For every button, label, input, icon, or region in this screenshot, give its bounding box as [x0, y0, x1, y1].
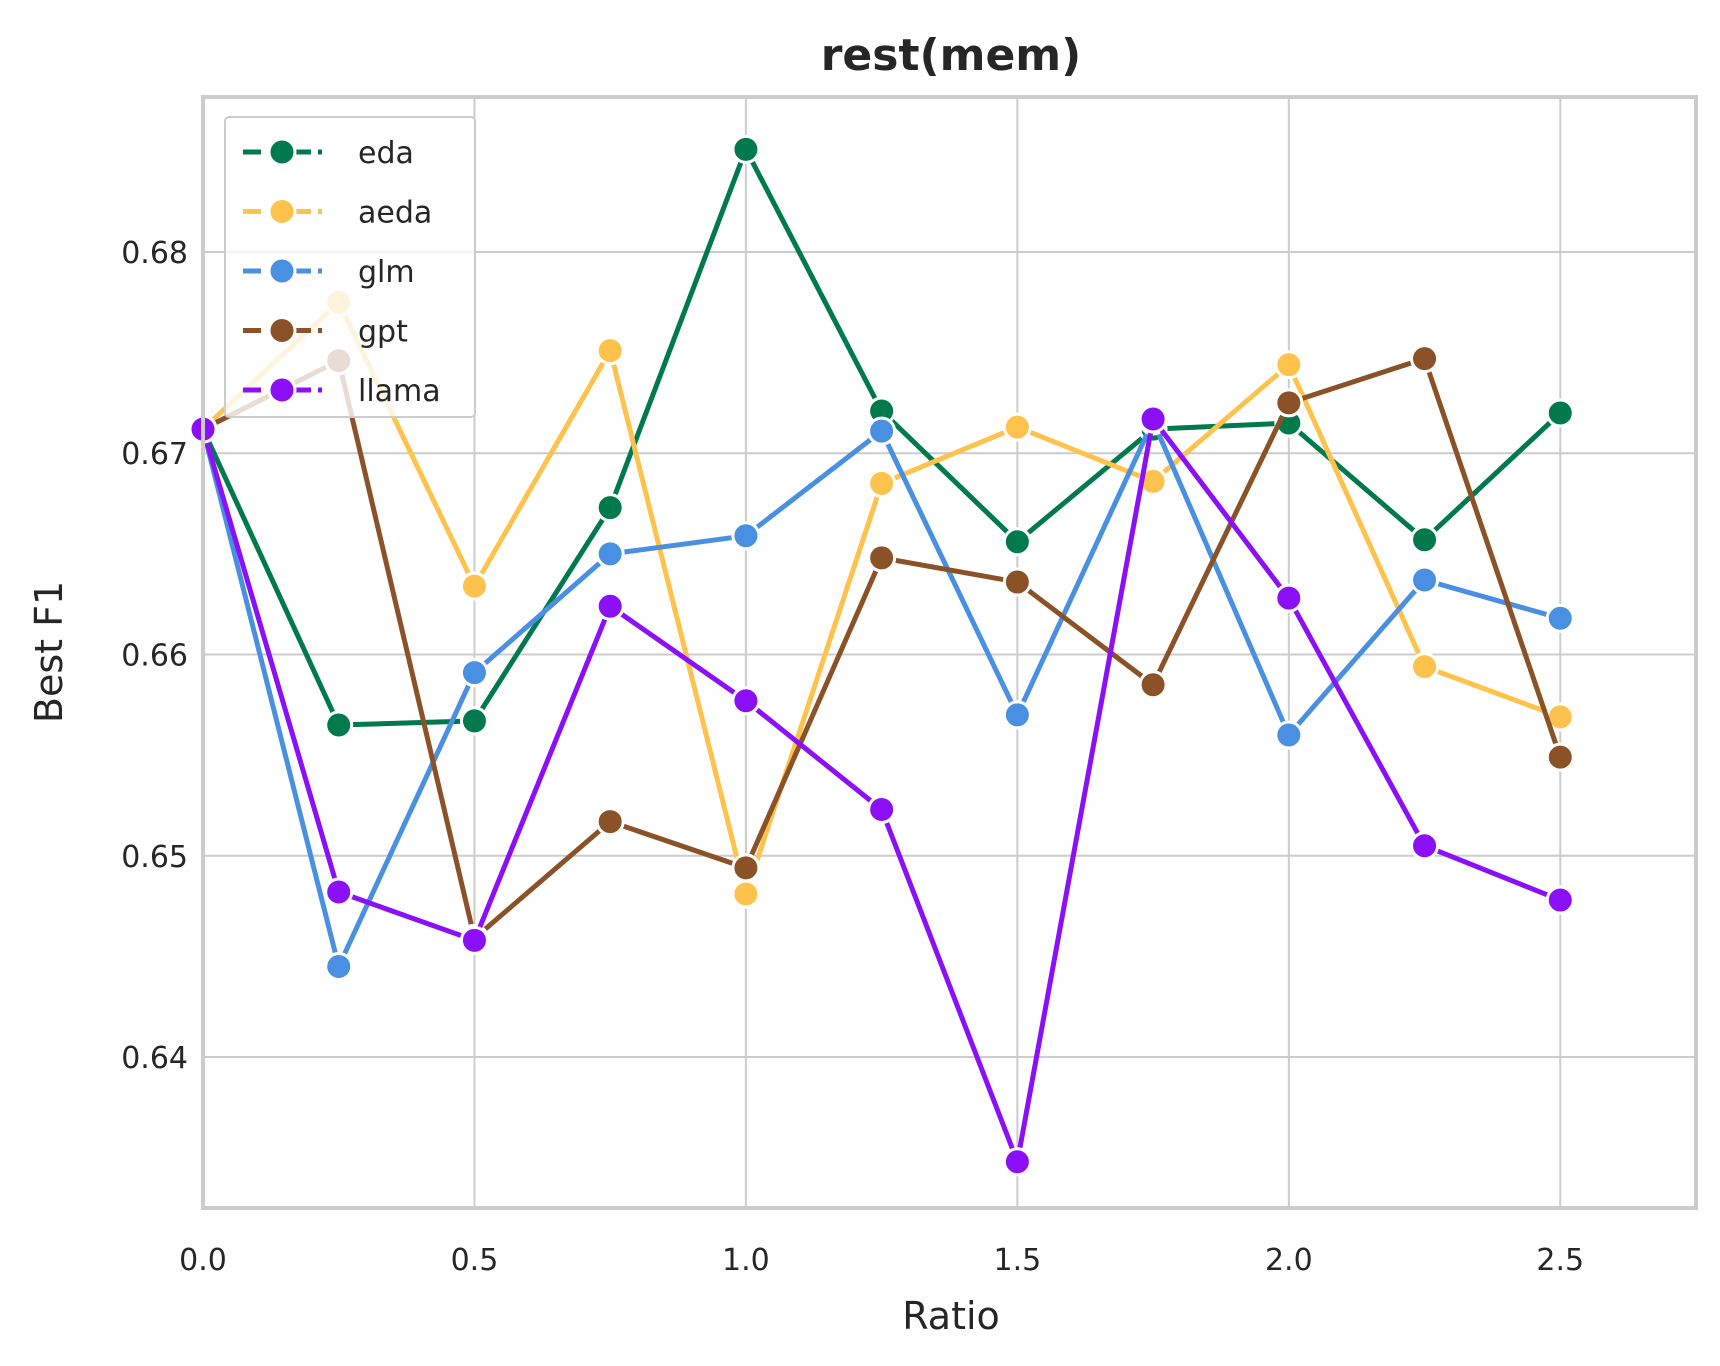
legend-marker: [267, 316, 297, 345]
data-point: [1002, 1147, 1032, 1177]
x-tick-label: 0.5: [451, 1243, 499, 1278]
data-point: [1138, 404, 1168, 434]
plot-frame: [201, 95, 1698, 1210]
data-point: [595, 539, 625, 569]
data-point: [1410, 525, 1440, 555]
data-point: [595, 807, 625, 837]
data-point: [595, 336, 625, 366]
data-point: [1410, 652, 1440, 682]
legend: eda aeda glm gpt llama: [224, 116, 476, 418]
x-tick-label: 1.5: [994, 1243, 1042, 1278]
legend-marker: [267, 137, 297, 167]
legend-box: [224, 116, 476, 418]
data-point: [1545, 603, 1575, 633]
y-tick-label: 0.68: [121, 236, 188, 271]
data-point: [867, 416, 897, 446]
y-axis-ticks: 0.64 0.65 0.66 0.67 0.68: [121, 236, 188, 1076]
data-point: [1410, 565, 1440, 595]
data-point: [459, 706, 489, 736]
legend-label: llama: [358, 374, 441, 409]
data-point: [1274, 720, 1304, 750]
legend-item: aeda: [243, 196, 432, 231]
x-axis-ticks: 0.0 0.5 1.0 1.5 2.0 2.5: [179, 1243, 1584, 1278]
data-point: [867, 468, 897, 498]
data-point: [459, 658, 489, 688]
data-point: [595, 591, 625, 621]
data-point: [867, 543, 897, 573]
legend-label: glm: [358, 255, 415, 290]
series-line: [200, 416, 1563, 1165]
data-point: [595, 493, 625, 523]
data-point: [731, 521, 761, 551]
data-point: [731, 134, 761, 164]
y-tick-label: 0.67: [121, 437, 188, 472]
data-point: [1002, 412, 1032, 442]
y-axis-label: Best F1: [27, 581, 71, 723]
legend-item: llama: [243, 374, 441, 409]
legend-marker: [267, 197, 297, 226]
legend-marker: [267, 256, 297, 286]
data-point: [731, 686, 761, 716]
x-tick-label: 2.5: [1536, 1243, 1584, 1278]
legend-label: aeda: [358, 196, 432, 231]
legend-label: gpt: [358, 315, 408, 350]
x-axis-label: Ratio: [902, 1294, 1000, 1338]
legend-item: eda: [243, 136, 414, 171]
data-point: [1274, 350, 1304, 380]
data-point: [324, 877, 354, 907]
legend-item: gpt: [243, 315, 408, 350]
data-point: [1545, 742, 1575, 772]
chart-title: rest(mem): [821, 30, 1082, 81]
data-point: [867, 794, 897, 824]
x-tick-label: 0.0: [179, 1243, 227, 1278]
data-point: [1545, 398, 1575, 428]
series-llama: [188, 404, 1575, 1177]
data-point: [1138, 670, 1168, 700]
legend-item: glm: [243, 255, 415, 290]
data-point: [1410, 831, 1440, 861]
y-tick-label: 0.65: [121, 840, 188, 875]
data-point: [1274, 388, 1304, 418]
data-point: [1274, 583, 1304, 613]
data-point: [324, 951, 354, 981]
data-point: [1002, 700, 1032, 730]
data-point: [324, 710, 354, 740]
legend-label: eda: [358, 136, 414, 171]
data-point: [1410, 344, 1440, 374]
data-point: [459, 925, 489, 955]
series-line: [200, 418, 1563, 969]
x-tick-label: 1.0: [722, 1243, 770, 1278]
data-point: [1002, 527, 1032, 557]
data-point: [731, 853, 761, 883]
legend-marker: [267, 375, 297, 405]
data-point: [1002, 567, 1032, 597]
data-point: [1545, 885, 1575, 915]
y-tick-label: 0.64: [121, 1041, 188, 1076]
y-tick-label: 0.66: [121, 639, 188, 674]
data-point: [731, 879, 761, 909]
series-lines: [188, 134, 1575, 1177]
x-tick-label: 2.0: [1265, 1243, 1313, 1278]
data-point: [459, 571, 489, 601]
